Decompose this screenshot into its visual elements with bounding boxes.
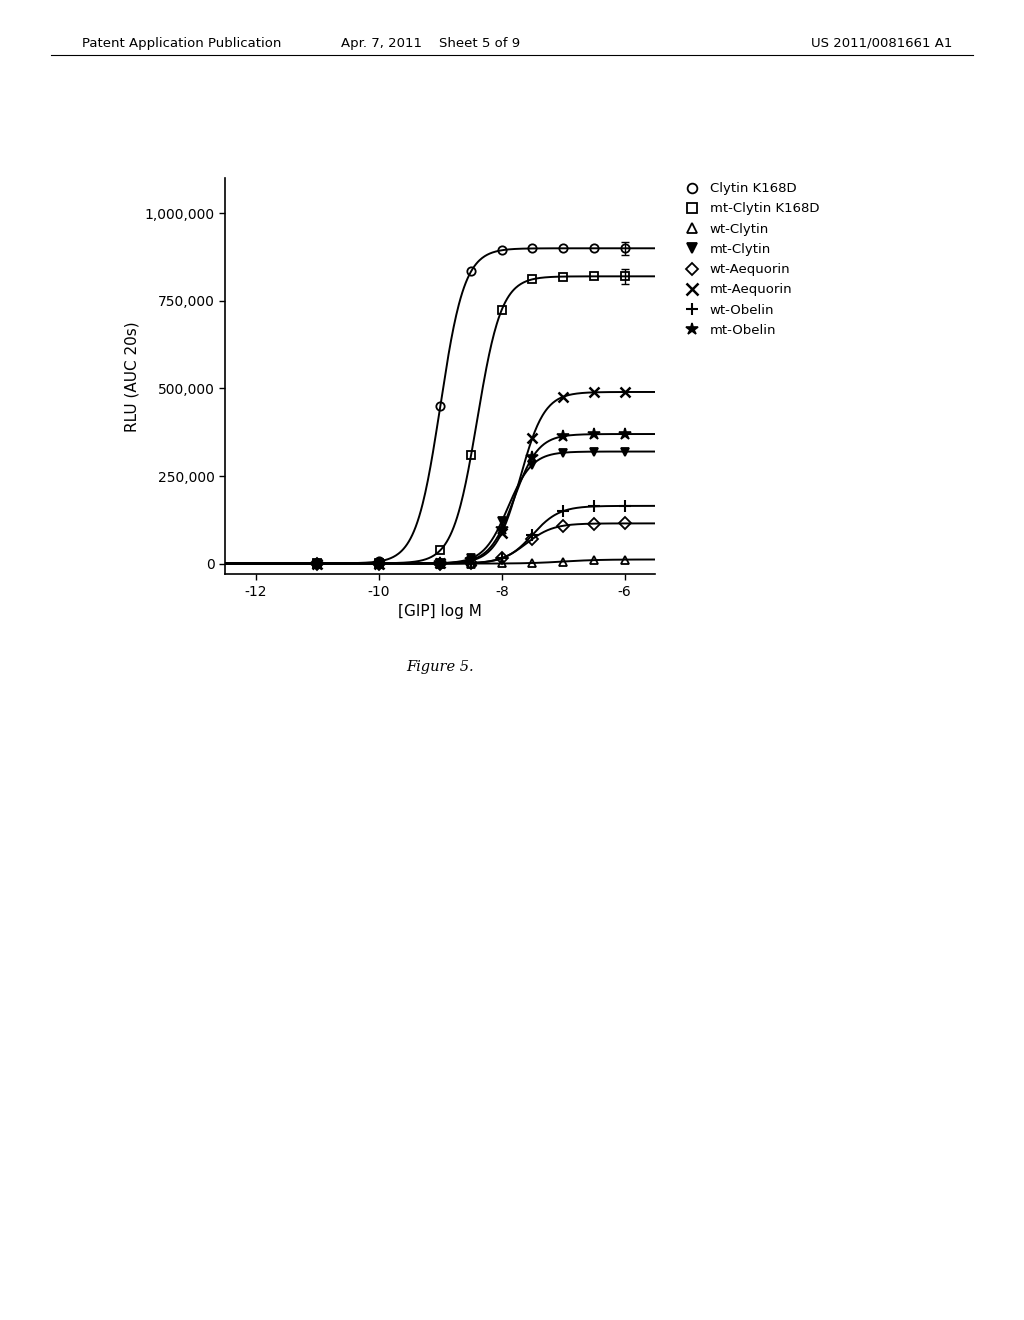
Text: Patent Application Publication: Patent Application Publication <box>82 37 282 50</box>
Legend: Clytin K168D, mt-Clytin K168D, wt-Clytin, mt-Clytin, wt-Aequorin, mt-Aequorin, w: Clytin K168D, mt-Clytin K168D, wt-Clytin… <box>679 177 824 342</box>
Text: Figure 5.: Figure 5. <box>407 660 474 675</box>
Text: Apr. 7, 2011    Sheet 5 of 9: Apr. 7, 2011 Sheet 5 of 9 <box>341 37 519 50</box>
Y-axis label: RLU (AUC 20s): RLU (AUC 20s) <box>124 321 139 432</box>
X-axis label: [GIP] log M: [GIP] log M <box>398 605 482 619</box>
Text: US 2011/0081661 A1: US 2011/0081661 A1 <box>811 37 952 50</box>
